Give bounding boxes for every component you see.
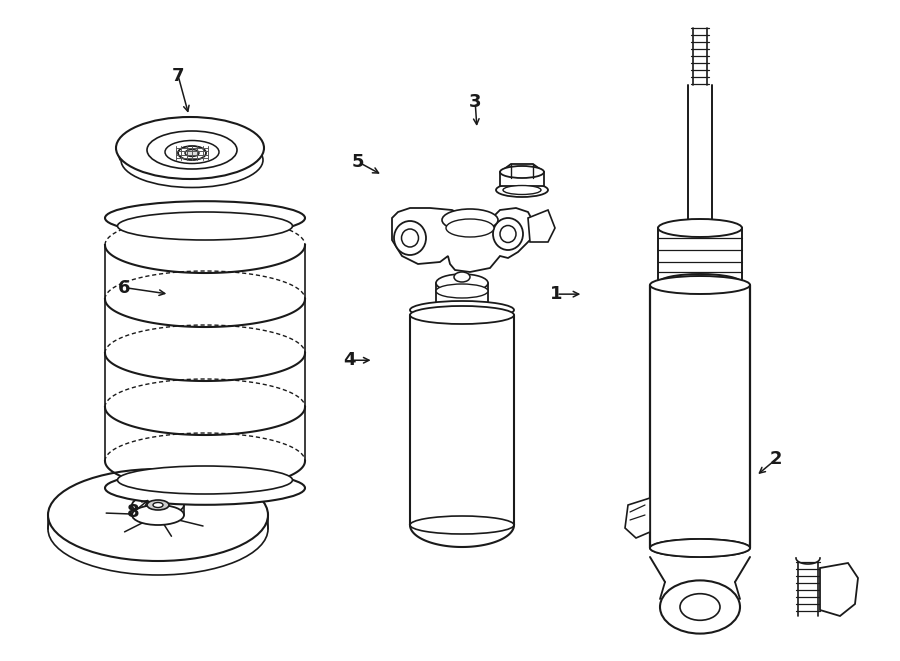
- Ellipse shape: [496, 183, 548, 197]
- Ellipse shape: [436, 284, 488, 298]
- Polygon shape: [820, 563, 858, 616]
- Text: 2: 2: [770, 450, 782, 469]
- Ellipse shape: [436, 274, 488, 292]
- Ellipse shape: [410, 306, 514, 324]
- Ellipse shape: [178, 146, 206, 160]
- Ellipse shape: [48, 483, 268, 575]
- Ellipse shape: [132, 495, 184, 515]
- Polygon shape: [625, 498, 650, 538]
- Polygon shape: [658, 228, 742, 283]
- Ellipse shape: [132, 505, 184, 525]
- Ellipse shape: [442, 209, 498, 231]
- Ellipse shape: [680, 594, 720, 620]
- Ellipse shape: [116, 117, 264, 179]
- Ellipse shape: [650, 539, 750, 557]
- Text: 8: 8: [127, 503, 140, 522]
- Ellipse shape: [493, 218, 523, 250]
- Ellipse shape: [394, 221, 426, 255]
- Ellipse shape: [410, 516, 514, 534]
- Text: 5: 5: [352, 153, 365, 171]
- Ellipse shape: [165, 141, 219, 163]
- Ellipse shape: [650, 539, 750, 557]
- Ellipse shape: [147, 131, 237, 169]
- Ellipse shape: [503, 186, 541, 194]
- Text: 1: 1: [550, 285, 562, 303]
- Text: 7: 7: [172, 67, 184, 85]
- Ellipse shape: [410, 301, 514, 319]
- Ellipse shape: [660, 580, 740, 634]
- Ellipse shape: [118, 212, 292, 240]
- Ellipse shape: [650, 276, 750, 294]
- Ellipse shape: [105, 201, 305, 235]
- Ellipse shape: [500, 225, 516, 243]
- Ellipse shape: [118, 466, 292, 494]
- Text: 3: 3: [469, 93, 482, 112]
- Ellipse shape: [401, 229, 419, 247]
- Ellipse shape: [153, 502, 163, 508]
- Ellipse shape: [147, 500, 169, 510]
- Ellipse shape: [658, 274, 742, 292]
- Ellipse shape: [121, 132, 263, 188]
- Ellipse shape: [446, 219, 494, 237]
- Polygon shape: [392, 208, 535, 272]
- Text: 4: 4: [343, 351, 356, 369]
- Ellipse shape: [658, 219, 742, 237]
- Ellipse shape: [48, 469, 268, 561]
- Ellipse shape: [500, 166, 544, 178]
- Polygon shape: [500, 164, 544, 186]
- Ellipse shape: [105, 471, 305, 505]
- Ellipse shape: [454, 272, 470, 282]
- Text: 6: 6: [118, 278, 130, 297]
- Polygon shape: [528, 210, 555, 242]
- Ellipse shape: [185, 149, 199, 157]
